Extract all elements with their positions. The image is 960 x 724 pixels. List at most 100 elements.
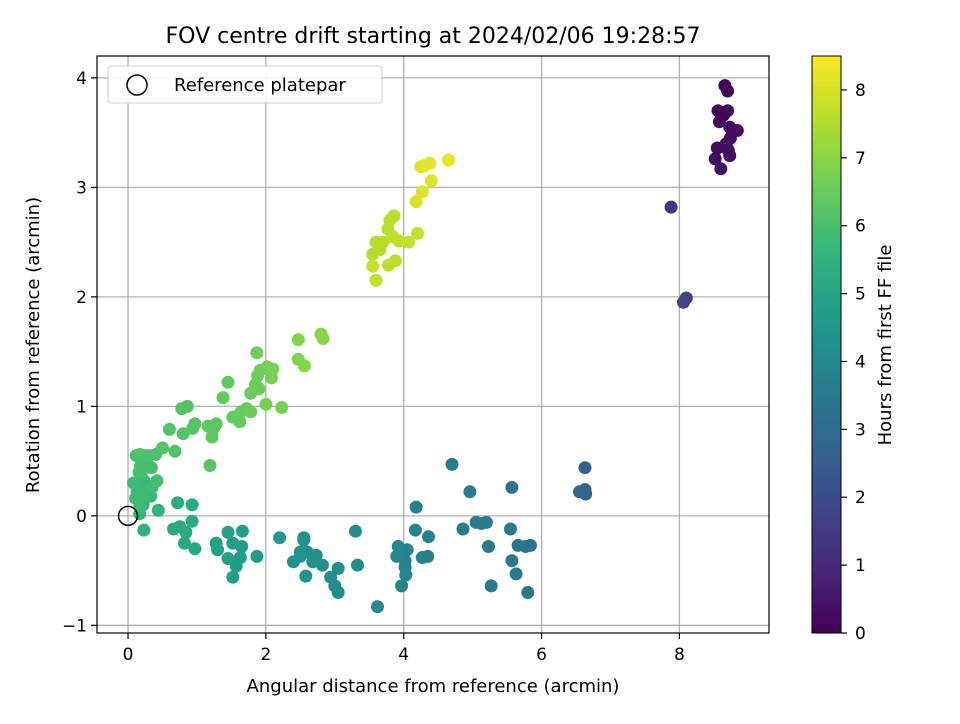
colorbar-tick-label: 6 bbox=[855, 217, 866, 237]
data-point bbox=[233, 415, 247, 429]
colorbar-tick-label: 3 bbox=[855, 420, 866, 440]
data-point bbox=[286, 555, 300, 569]
data-point bbox=[482, 540, 495, 553]
x-axis-label: Angular distance from reference (arcmin) bbox=[247, 676, 620, 697]
colorbar-tick-label: 5 bbox=[855, 285, 866, 305]
data-point bbox=[390, 549, 404, 563]
data-point bbox=[409, 195, 423, 209]
data-point bbox=[203, 459, 217, 472]
data-point bbox=[133, 460, 147, 474]
data-point bbox=[424, 174, 438, 188]
data-point bbox=[266, 362, 280, 376]
data-point bbox=[721, 84, 735, 98]
data-point bbox=[392, 234, 406, 248]
data-point bbox=[408, 523, 422, 537]
legend-marker bbox=[126, 74, 148, 96]
data-point bbox=[235, 524, 249, 538]
data-point bbox=[391, 540, 405, 553]
data-point bbox=[298, 359, 311, 373]
data-point bbox=[708, 152, 722, 166]
legend-label: Reference platepar bbox=[174, 75, 346, 96]
data-point bbox=[395, 579, 409, 593]
y-tick-label: 4 bbox=[76, 69, 87, 89]
y-axis-label: Rotation from reference (arcmin) bbox=[23, 197, 44, 493]
legend-box bbox=[107, 65, 383, 104]
data-point bbox=[168, 444, 182, 458]
data-point bbox=[291, 333, 305, 347]
x-axis-ticks: 0 2 4 6 8 bbox=[123, 633, 685, 665]
data-point bbox=[415, 185, 429, 199]
data-point bbox=[135, 489, 149, 503]
colorbar-tick-label: 8 bbox=[855, 81, 866, 101]
colorbar-tick-label: 0 bbox=[855, 624, 866, 644]
plot-area-frame bbox=[96, 55, 770, 634]
data-point bbox=[484, 579, 498, 593]
data-point bbox=[316, 332, 330, 345]
data-point bbox=[185, 498, 199, 512]
colorbar-tick-label: 7 bbox=[855, 149, 866, 169]
data-point bbox=[469, 515, 483, 529]
data-point bbox=[351, 558, 364, 572]
data-point bbox=[185, 514, 199, 528]
data-point bbox=[252, 382, 266, 396]
data-point bbox=[127, 476, 140, 490]
data-point bbox=[710, 141, 724, 155]
data-point bbox=[411, 226, 424, 240]
data-point bbox=[137, 523, 151, 537]
y-tick-label: 2 bbox=[76, 288, 87, 308]
colorbar-ticks: 0 1 2 3 4 5 6 7 8 bbox=[841, 81, 866, 644]
data-points bbox=[127, 79, 744, 614]
data-point bbox=[723, 149, 737, 163]
data-point bbox=[221, 525, 235, 539]
data-point bbox=[180, 399, 194, 413]
y-tick-label: 0 bbox=[76, 507, 87, 527]
legend: Reference platepar bbox=[107, 65, 383, 104]
data-point bbox=[349, 524, 362, 538]
data-point bbox=[402, 235, 415, 249]
data-point bbox=[415, 551, 429, 564]
x-tick-label: 0 bbox=[123, 645, 134, 665]
data-point bbox=[505, 554, 519, 568]
chart-title: FOV centre drift starting at 2024/02/06 … bbox=[166, 24, 701, 49]
y-tick-label: 1 bbox=[76, 397, 87, 417]
data-point bbox=[505, 480, 519, 494]
data-point bbox=[299, 569, 313, 583]
data-point bbox=[521, 586, 535, 599]
data-point bbox=[664, 200, 678, 214]
data-point bbox=[188, 417, 202, 431]
data-point bbox=[209, 536, 223, 550]
data-point bbox=[376, 235, 390, 249]
y-tick-label: −1 bbox=[62, 616, 87, 636]
data-point bbox=[324, 570, 338, 584]
data-point bbox=[244, 405, 258, 419]
data-point bbox=[423, 156, 437, 170]
data-point bbox=[151, 503, 165, 517]
data-point bbox=[456, 522, 470, 536]
data-point bbox=[133, 448, 147, 461]
data-point bbox=[150, 474, 164, 488]
data-point bbox=[229, 559, 243, 573]
data-point bbox=[442, 153, 455, 167]
data-point bbox=[250, 549, 264, 563]
colorbar-tick-label: 4 bbox=[855, 352, 866, 372]
reference-platepar-marker bbox=[117, 505, 139, 527]
colorbar-gradient bbox=[811, 55, 842, 634]
data-point bbox=[178, 536, 191, 550]
data-point bbox=[721, 104, 735, 118]
data-point bbox=[409, 500, 423, 514]
data-point bbox=[226, 536, 240, 550]
data-point bbox=[201, 419, 215, 433]
y-axis-ticks: −1 0 1 2 3 4 bbox=[62, 69, 97, 636]
data-point bbox=[221, 552, 235, 565]
data-point bbox=[221, 375, 235, 389]
data-point bbox=[579, 487, 593, 501]
data-point bbox=[156, 441, 169, 455]
colorbar-tick-label: 2 bbox=[855, 488, 866, 508]
data-point bbox=[445, 457, 459, 471]
data-point bbox=[275, 401, 289, 414]
data-point bbox=[331, 561, 345, 575]
reference-marker-layer bbox=[117, 505, 139, 527]
data-point bbox=[167, 522, 180, 536]
data-point bbox=[578, 461, 592, 475]
